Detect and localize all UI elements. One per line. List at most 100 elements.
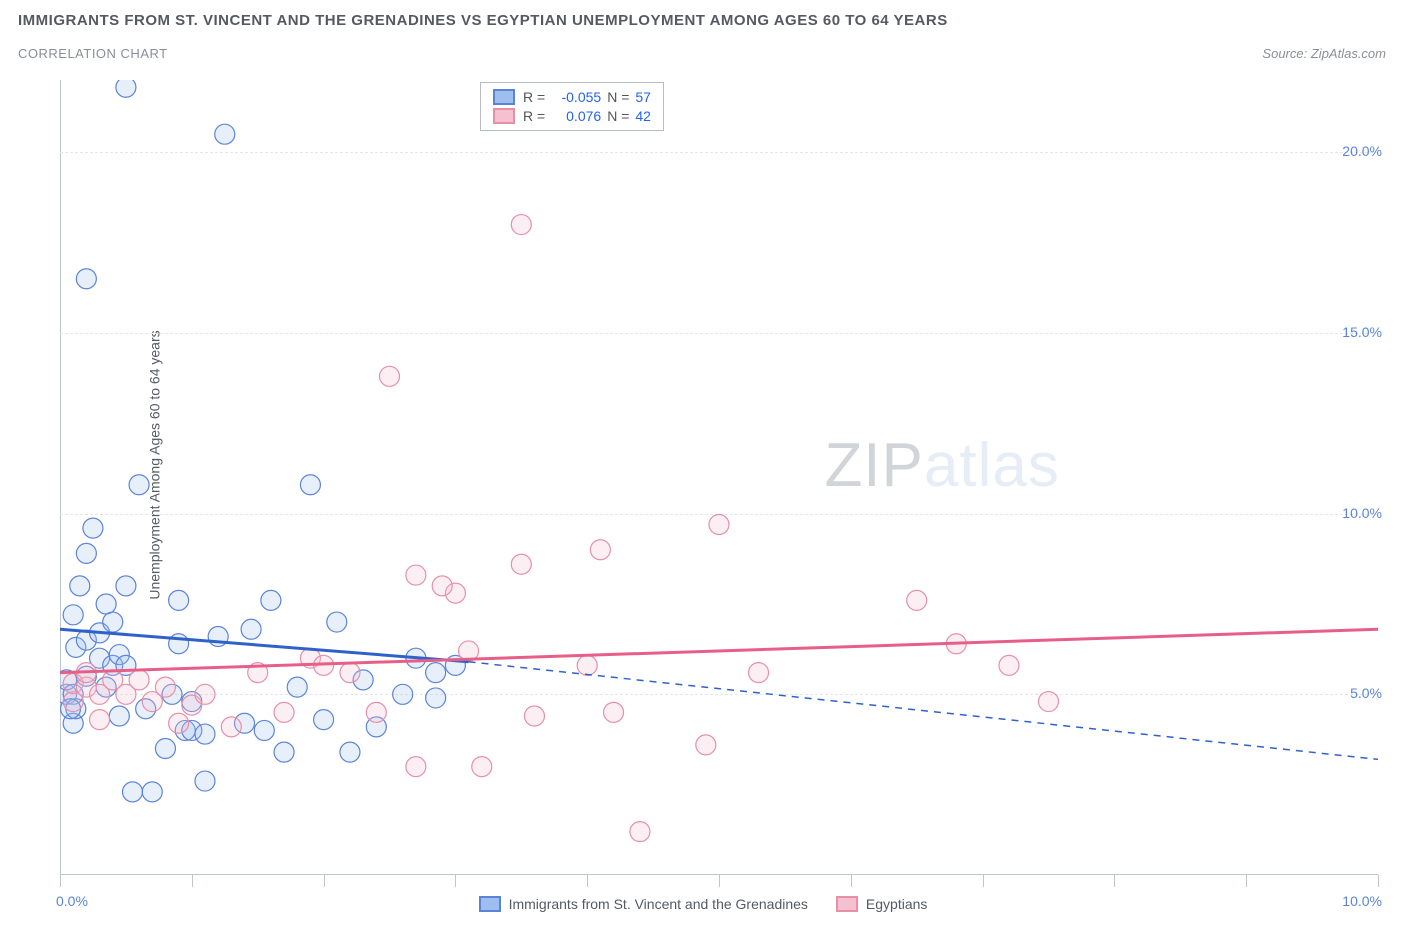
- scatter-point-blue: [314, 710, 334, 730]
- scatter-point-blue: [169, 590, 189, 610]
- bottom-legend: Immigrants from St. Vincent and the Gren…: [0, 896, 1406, 912]
- scatter-point-pink: [999, 655, 1019, 675]
- scatter-point-pink: [1039, 692, 1059, 712]
- bottom-legend-item-blue: Immigrants from St. Vincent and the Gren…: [479, 896, 808, 912]
- watermark: ZIPatlas: [824, 430, 1059, 501]
- scatter-point-blue: [70, 576, 90, 596]
- scatter-point-pink: [195, 684, 215, 704]
- scatter-point-pink: [709, 514, 729, 534]
- y-tick-label: 20.0%: [1342, 143, 1382, 159]
- scatter-point-blue: [122, 782, 142, 802]
- r-label: R =: [523, 108, 545, 124]
- swatch-pink: [493, 108, 515, 124]
- scatter-point-pink: [406, 565, 426, 585]
- bottom-legend-item-pink: Egyptians: [836, 896, 927, 912]
- swatch-blue: [479, 896, 501, 912]
- scatter-point-pink: [340, 663, 360, 683]
- x-tick-mark: [324, 875, 325, 887]
- swatch-blue: [493, 89, 515, 105]
- scatter-point-pink: [590, 540, 610, 560]
- scatter-point-pink: [155, 677, 175, 697]
- scatter-point-blue: [426, 663, 446, 683]
- x-tick-mark: [983, 875, 984, 887]
- scatter-point-blue: [96, 594, 116, 614]
- scatter-point-blue: [63, 605, 83, 625]
- scatter-svg: [60, 80, 1378, 875]
- x-tick-mark: [192, 875, 193, 887]
- y-tick-label: 10.0%: [1342, 505, 1382, 521]
- scatter-point-blue: [327, 612, 347, 632]
- scatter-point-pink: [129, 670, 149, 690]
- scatter-point-pink: [524, 706, 544, 726]
- y-tick-label: 5.0%: [1350, 685, 1382, 701]
- bottom-legend-label-pink: Egyptians: [866, 896, 927, 912]
- x-tick-mark: [1246, 875, 1247, 887]
- scatter-point-pink: [472, 757, 492, 777]
- scatter-point-blue: [109, 706, 129, 726]
- scatter-point-blue: [116, 576, 136, 596]
- scatter-point-pink: [432, 576, 452, 596]
- scatter-point-pink: [406, 757, 426, 777]
- stats-legend-row-pink: R = 0.076 N = 42: [493, 108, 651, 124]
- x-tick-mark: [60, 875, 61, 887]
- scatter-point-blue: [76, 543, 96, 563]
- scatter-point-blue: [195, 771, 215, 791]
- n-value-pink: 42: [635, 108, 651, 124]
- scatter-point-blue: [83, 518, 103, 538]
- scatter-point-blue: [340, 742, 360, 762]
- x-tick-mark: [455, 875, 456, 887]
- scatter-point-blue: [76, 269, 96, 289]
- n-label: N =: [607, 108, 629, 124]
- scatter-point-blue: [103, 612, 123, 632]
- scatter-point-pink: [274, 702, 294, 722]
- watermark-zip: ZIP: [824, 431, 923, 500]
- scatter-point-blue: [116, 80, 136, 97]
- scatter-point-pink: [577, 655, 597, 675]
- scatter-point-pink: [907, 590, 927, 610]
- scatter-point-pink: [630, 822, 650, 842]
- r-value-pink: 0.076: [551, 108, 601, 124]
- scatter-point-blue: [426, 688, 446, 708]
- bottom-legend-label-blue: Immigrants from St. Vincent and the Gren…: [509, 896, 808, 912]
- n-label: N =: [607, 89, 629, 105]
- scatter-point-blue: [215, 124, 235, 144]
- source-label: Source:: [1262, 46, 1307, 61]
- r-value-blue: -0.055: [551, 89, 601, 105]
- scatter-point-blue: [129, 475, 149, 495]
- scatter-point-blue: [261, 590, 281, 610]
- scatter-point-pink: [604, 702, 624, 722]
- scatter-point-pink: [511, 215, 531, 235]
- chart-title: IMMIGRANTS FROM ST. VINCENT AND THE GREN…: [18, 12, 948, 29]
- scatter-point-pink: [169, 713, 189, 733]
- scatter-point-pink: [221, 717, 241, 737]
- scatter-point-pink: [90, 710, 110, 730]
- scatter-point-blue: [142, 782, 162, 802]
- chart-subtitle: CORRELATION CHART: [18, 46, 168, 61]
- scatter-point-pink: [511, 554, 531, 574]
- scatter-point-blue: [274, 742, 294, 762]
- scatter-point-blue: [300, 475, 320, 495]
- scatter-point-pink: [696, 735, 716, 755]
- x-tick-mark: [851, 875, 852, 887]
- x-tick-mark: [719, 875, 720, 887]
- stats-legend-row-blue: R = -0.055 N = 57: [493, 89, 651, 105]
- swatch-pink: [836, 896, 858, 912]
- scatter-point-pink: [749, 663, 769, 683]
- scatter-point-blue: [254, 720, 274, 740]
- r-label: R =: [523, 89, 545, 105]
- x-tick-mark: [1378, 875, 1379, 887]
- scatter-point-blue: [155, 739, 175, 759]
- source-attribution: Source: ZipAtlas.com: [1262, 46, 1386, 61]
- scatter-point-pink: [366, 702, 386, 722]
- x-tick-mark: [1114, 875, 1115, 887]
- x-tick-mark: [587, 875, 588, 887]
- y-tick-label: 15.0%: [1342, 324, 1382, 340]
- stats-legend-box: R = -0.055 N = 57 R = 0.076 N = 42: [480, 82, 664, 131]
- source-name: ZipAtlas.com: [1311, 46, 1386, 61]
- plot-area: ZIPatlas R = -0.055 N = 57 R = 0.076 N =…: [60, 80, 1378, 875]
- scatter-point-blue: [195, 724, 215, 744]
- scatter-point-blue: [393, 684, 413, 704]
- scatter-point-blue: [241, 619, 261, 639]
- scatter-point-pink: [380, 366, 400, 386]
- watermark-atlas: atlas: [924, 431, 1060, 500]
